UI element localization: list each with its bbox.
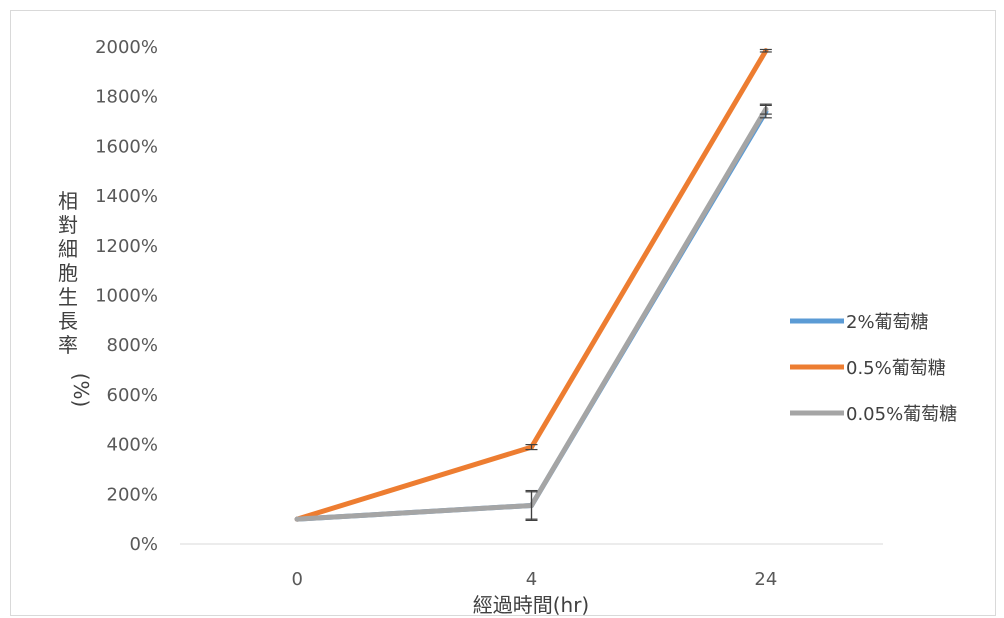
- error-bar: [759, 48, 772, 53]
- y-tick-label: 1600%: [95, 136, 158, 157]
- y-tick-label: 200%: [107, 484, 158, 505]
- error-bar: [759, 103, 772, 115]
- y-axis-title-char: 率: [58, 333, 78, 357]
- y-tick-label: 800%: [107, 335, 158, 356]
- y-tick-label: 400%: [107, 435, 158, 456]
- x-axis-title: 經過時間(hr): [473, 593, 590, 617]
- data-point: [294, 516, 300, 522]
- legend-item: 0.5%葡萄糖: [790, 358, 946, 379]
- y-axis-ticks: 0% 200% 400% 600% 800% 1000% 1200% 1400% 1600% 18…: [95, 37, 158, 555]
- x-tick-label: 4: [526, 569, 537, 590]
- y-tick-label: 2000%: [95, 37, 158, 58]
- error-bar: [525, 444, 538, 451]
- legend-label: 0.5%葡萄糖: [846, 358, 946, 379]
- y-axis-title-char: 長: [58, 309, 78, 333]
- x-tick-label: 0: [291, 569, 302, 590]
- x-axis-ticks: 0 4 24: [291, 569, 777, 590]
- legend-label: 0.05%葡萄糖: [846, 404, 957, 425]
- y-tick-label: 0%: [129, 534, 158, 555]
- error-bars: [525, 48, 772, 521]
- y-axis-title-char: 生: [58, 285, 78, 309]
- y-axis-title-char: 對: [58, 213, 78, 237]
- y-axis-title-char: 相: [58, 189, 78, 213]
- series-group: [294, 48, 769, 522]
- y-tick-label: 1000%: [95, 286, 158, 307]
- y-axis-title-char: 胞: [58, 261, 78, 285]
- y-tick-label: 1400%: [95, 186, 158, 207]
- legend-item: 0.05%葡萄糖: [790, 404, 957, 425]
- legend-item: 2%葡萄糖: [790, 312, 929, 333]
- y-axis-title-unit: (%): [69, 373, 93, 408]
- x-tick-label: 24: [754, 569, 777, 590]
- y-tick-label: 600%: [107, 385, 158, 406]
- error-bar: [525, 489, 538, 521]
- legend-label: 2%葡萄糖: [846, 312, 929, 333]
- chart-frame: [10, 10, 996, 616]
- y-tick-label: 1200%: [95, 236, 158, 257]
- y-axis-title-char: 細: [58, 237, 78, 261]
- y-tick-label: 1800%: [95, 87, 158, 108]
- legend: 2%葡萄糖 0.5%葡萄糖 0.05%葡萄糖: [790, 312, 957, 425]
